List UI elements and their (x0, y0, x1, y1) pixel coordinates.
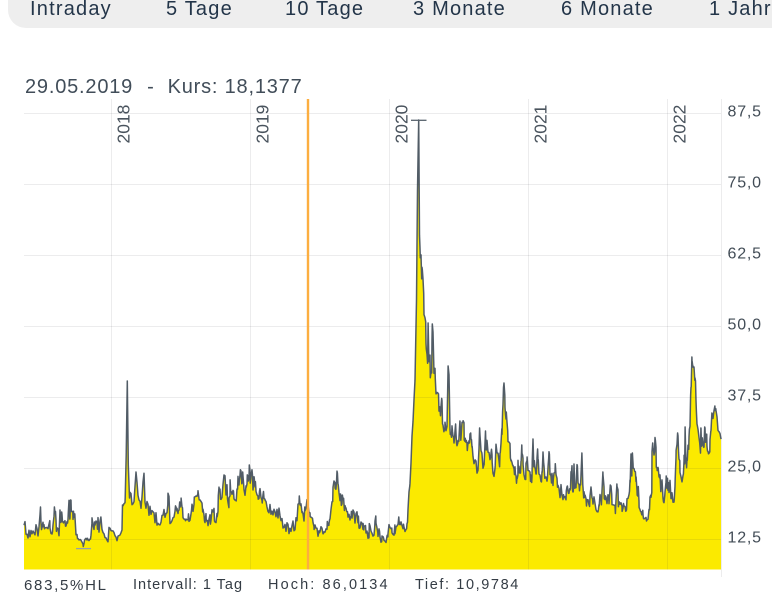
svg-text:75,0: 75,0 (728, 174, 762, 191)
svg-text:62,5: 62,5 (728, 245, 762, 262)
svg-text:37,5: 37,5 (728, 387, 762, 404)
svg-text:2020: 2020 (392, 104, 412, 143)
svg-text:2022: 2022 (670, 105, 690, 144)
svg-text:2019: 2019 (253, 105, 273, 144)
svg-text:2021: 2021 (531, 105, 551, 144)
svg-text:25,0: 25,0 (728, 458, 762, 475)
svg-text:87,5: 87,5 (728, 103, 762, 120)
svg-text:2018: 2018 (114, 105, 134, 144)
svg-text:12,5: 12,5 (728, 529, 762, 546)
svg-text:50,0: 50,0 (728, 316, 762, 333)
